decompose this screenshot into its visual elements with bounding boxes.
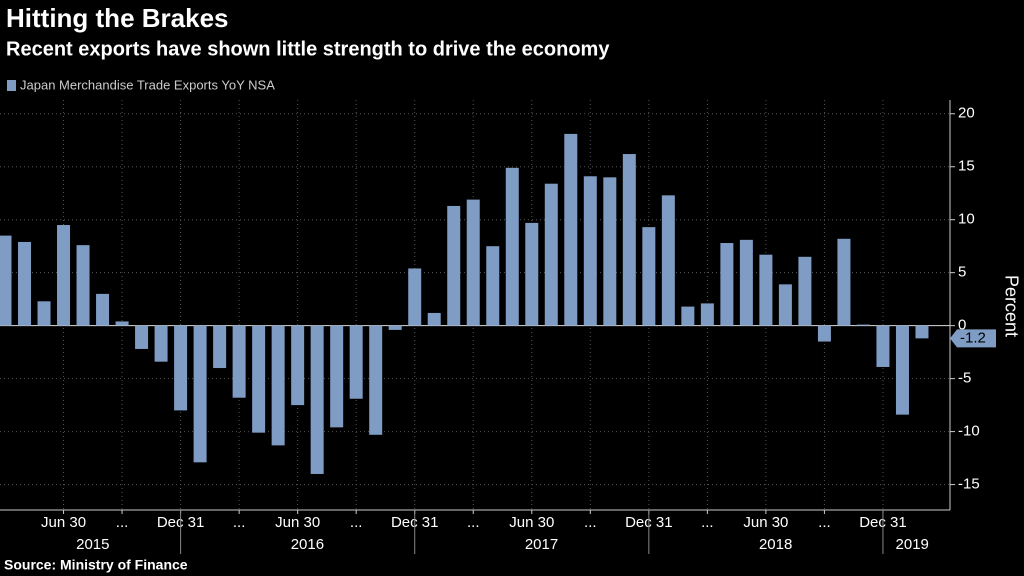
bar [154,325,168,362]
x-group-label: 2018 [759,536,792,553]
bar [349,325,363,399]
bar [583,176,597,326]
bar [661,195,675,326]
x-tick-label: ... [116,514,129,531]
bar [0,235,12,326]
bar [817,325,831,342]
chart-title: Hitting the Brakes [6,3,229,33]
bar [37,301,51,326]
bar [57,225,71,326]
bar [388,325,402,330]
bar [505,167,519,326]
x-group-label: 2019 [896,536,929,553]
bar [856,324,870,326]
bar [798,256,812,326]
bar [759,254,773,326]
x-tick-label: ... [233,514,246,531]
x-tick-label: ... [584,514,597,531]
legend-swatch [7,80,16,91]
bar [18,241,32,326]
bar [564,133,578,326]
bar [642,227,656,326]
x-tick-label: Jun 30 [509,514,554,531]
bar [252,325,266,433]
y-tick-label: 20 [958,105,975,122]
x-tick-label: ... [818,514,831,531]
bar [622,154,636,326]
bar [271,325,285,446]
bar [369,325,383,435]
last-value-box [950,329,996,348]
bar [232,325,246,398]
y-tick-label: -15 [958,476,980,493]
bar [544,183,558,326]
last-value-label: -1.2 [960,329,986,346]
bar [603,177,617,326]
bar [310,325,324,474]
x-tick-label: Jun 30 [41,514,86,531]
bar [193,325,207,463]
bar [700,303,714,326]
bar [915,325,929,339]
y-axis-label: Percent [1001,275,1021,337]
y-tick-label: 0 [958,317,966,334]
bar [115,321,129,326]
bar [427,312,441,326]
bar [837,238,851,326]
chart-subtitle: Recent exports have shown little strengt… [6,38,610,60]
bar [330,325,344,428]
bar [447,205,461,326]
source: Source: Ministry of Finance [4,557,188,573]
y-tick-label: 10 [958,211,975,228]
y-tick-label: 15 [958,158,975,175]
legend-label: Japan Merchandise Trade Exports YoY NSA [20,77,275,92]
x-tick-label: ... [350,514,363,531]
bar [720,243,734,326]
bar [291,325,305,406]
x-group-label: 2017 [525,536,558,553]
x-tick-label: Jun 30 [275,514,320,531]
bar [681,306,695,326]
bar [174,325,188,411]
bar [96,293,110,326]
bar [739,239,753,326]
x-tick-label: ... [467,514,480,531]
bar [876,325,890,367]
bar [76,245,90,326]
x-tick-label: ... [701,514,714,531]
x-group-label: 2016 [291,536,324,553]
y-tick-label: 5 [958,264,966,281]
bar [486,246,500,326]
bar [525,222,539,326]
bar [895,325,909,415]
bar [778,284,792,326]
bar [466,199,480,326]
x-tick-label: Jun 30 [743,514,788,531]
x-group-label: 2015 [76,536,109,553]
bar [135,325,149,349]
y-tick-label: -10 [958,423,980,440]
y-tick-label: -5 [958,370,971,387]
bar [213,325,227,369]
bar [408,268,422,326]
